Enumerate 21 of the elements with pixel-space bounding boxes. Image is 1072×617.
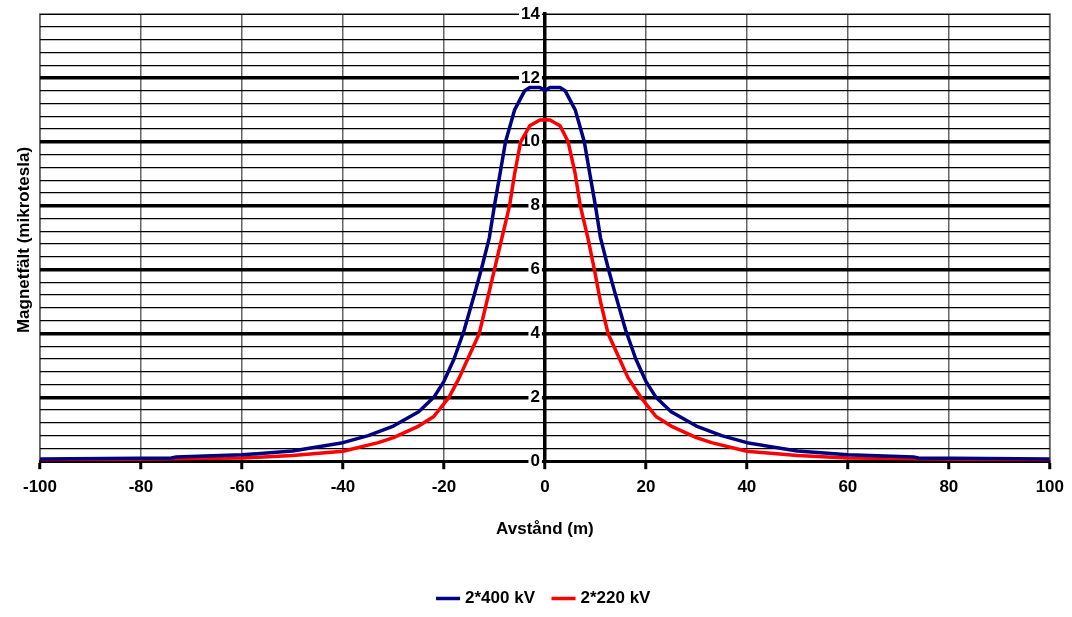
legend-label: 2*400 kV [465,588,536,608]
x-tick-label: 40 [737,477,757,497]
x-tick-label: 60 [838,477,858,497]
x-tick-label: -20 [431,477,457,497]
y-tick-label: 6 [530,259,540,279]
x-axis-title: Avstånd (m) [496,519,594,539]
y-tick-label: 14 [520,3,541,23]
y-tick-label: 4 [530,323,541,343]
y-tick-label: 12 [520,67,540,87]
y-axis-title: Magnetfält (mikrotesla) [14,146,34,334]
x-tick-label: 80 [939,477,959,497]
y-tick-label: 8 [530,195,540,215]
y-tick-label: 2 [530,387,540,406]
x-tick-label: 100 [1035,477,1065,497]
legend-label: 2*220 kV [580,588,652,608]
x-tick-label: -100 [22,477,58,497]
x-tick-label: -80 [128,477,154,497]
x-tick-label: 20 [636,477,656,497]
x-tick-label: -40 [330,477,356,497]
y-tick-label: 0 [530,450,540,470]
x-tick-label: -60 [229,477,255,497]
